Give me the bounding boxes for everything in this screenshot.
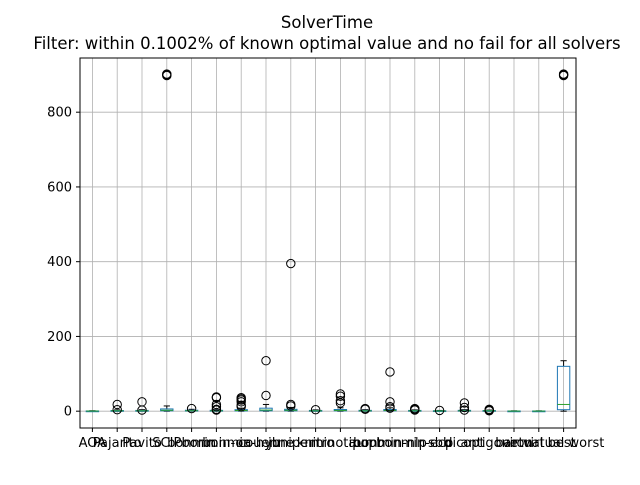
flier-point <box>335 391 346 401</box>
flier-point <box>385 403 395 413</box>
x-tick-label: bonmin-ecp <box>376 436 453 451</box>
x-tick-label: juniper <box>267 436 314 451</box>
y-tick-label: 400 <box>47 255 72 270</box>
boxes <box>85 69 571 416</box>
flier-point <box>261 390 271 401</box>
box-baron <box>507 410 521 413</box>
axes: 0200400600800AOAPajaritoPavitoSCIPbonmin… <box>47 106 604 451</box>
flier-point <box>211 399 222 410</box>
flier-point <box>211 405 222 415</box>
flier-point <box>360 404 370 415</box>
box-bonmin-ecp <box>408 403 422 415</box>
flier-point <box>236 401 246 412</box>
x-tick-label: Pavito <box>122 436 162 451</box>
flier-point <box>162 69 172 79</box>
x-tick-label: bonmin-oa <box>181 436 251 451</box>
flier-point <box>385 397 395 407</box>
x-tick-label: bonmin <box>167 436 216 451</box>
box-virtual-best <box>532 410 546 413</box>
box-dicopt <box>457 398 472 415</box>
box-bonmin-nlp <box>383 367 397 413</box>
box-juniper <box>284 258 298 412</box>
x-tick-label: bonmin-nlp <box>353 436 427 451</box>
box-aoa <box>85 410 100 413</box>
flier-point <box>410 405 420 415</box>
box-sbb <box>432 405 447 416</box>
y-tick-label: 600 <box>47 180 72 195</box>
x-tick-label: AOA <box>79 436 107 451</box>
flier-point <box>459 402 470 413</box>
x-tick-label: virtual best <box>502 436 576 451</box>
box-body <box>556 365 571 411</box>
x-tick-label: bonmin-hyb <box>202 436 280 451</box>
x-tick-label: virtual worst <box>523 436 605 451</box>
box-knitro <box>308 404 323 415</box>
flier-point <box>261 356 271 366</box>
box-bonmin-oa <box>209 392 224 415</box>
flier-point <box>434 405 445 416</box>
flier-point <box>186 403 197 414</box>
flier-point <box>335 398 346 408</box>
x-tick-label: Pajarito <box>93 436 142 451</box>
flier-point <box>236 397 246 407</box>
x-tick-label: knitro <box>297 436 335 451</box>
flier-point <box>286 258 296 269</box>
flier-point <box>459 398 470 408</box>
box-antigone <box>482 404 496 416</box>
flier-point <box>484 406 494 416</box>
flier-point <box>112 399 122 410</box>
plot-frame <box>79 57 577 429</box>
y-tick-label: 200 <box>47 330 72 345</box>
x-tick-label: dicopt <box>444 436 484 451</box>
x-tick-label: sbb <box>428 436 451 451</box>
box-ipopt <box>358 403 372 415</box>
flier-point <box>310 404 321 415</box>
box-pavito <box>135 397 149 415</box>
flier-point <box>385 367 395 377</box>
box-scip <box>160 69 174 412</box>
box-pajarito <box>110 399 124 415</box>
box-virtual-worst <box>556 69 571 412</box>
box-minotaur <box>333 389 348 412</box>
box-bonmin-hyb <box>234 393 248 412</box>
flier-point <box>335 396 346 406</box>
chart-subtitle: Filter: within 0.1002% of known optimal … <box>33 34 620 53</box>
x-tick-label: baron <box>495 436 532 451</box>
flier-point <box>335 389 346 399</box>
x-tick-label: ipopt <box>349 436 382 451</box>
flier-point <box>459 405 470 415</box>
box-body <box>259 407 273 412</box>
x-tick-label: SCIP <box>152 436 181 451</box>
y-tick-label: 800 <box>47 106 72 121</box>
box-couenne <box>259 356 273 412</box>
y-tick-label: 0 <box>64 405 72 420</box>
flier-point <box>211 401 222 412</box>
flier-point <box>286 401 296 411</box>
x-tick-label: minotaur <box>311 436 371 451</box>
flier-point <box>137 405 147 415</box>
flier-point <box>211 393 222 403</box>
grid <box>80 58 576 428</box>
x-tick-label: couenne <box>238 436 294 451</box>
flier-point <box>558 69 569 79</box>
x-tick-label: antigone <box>461 436 518 451</box>
chart-title: SolverTime <box>281 13 373 32</box>
flier-point <box>112 404 122 415</box>
box-bonmin <box>184 403 199 414</box>
